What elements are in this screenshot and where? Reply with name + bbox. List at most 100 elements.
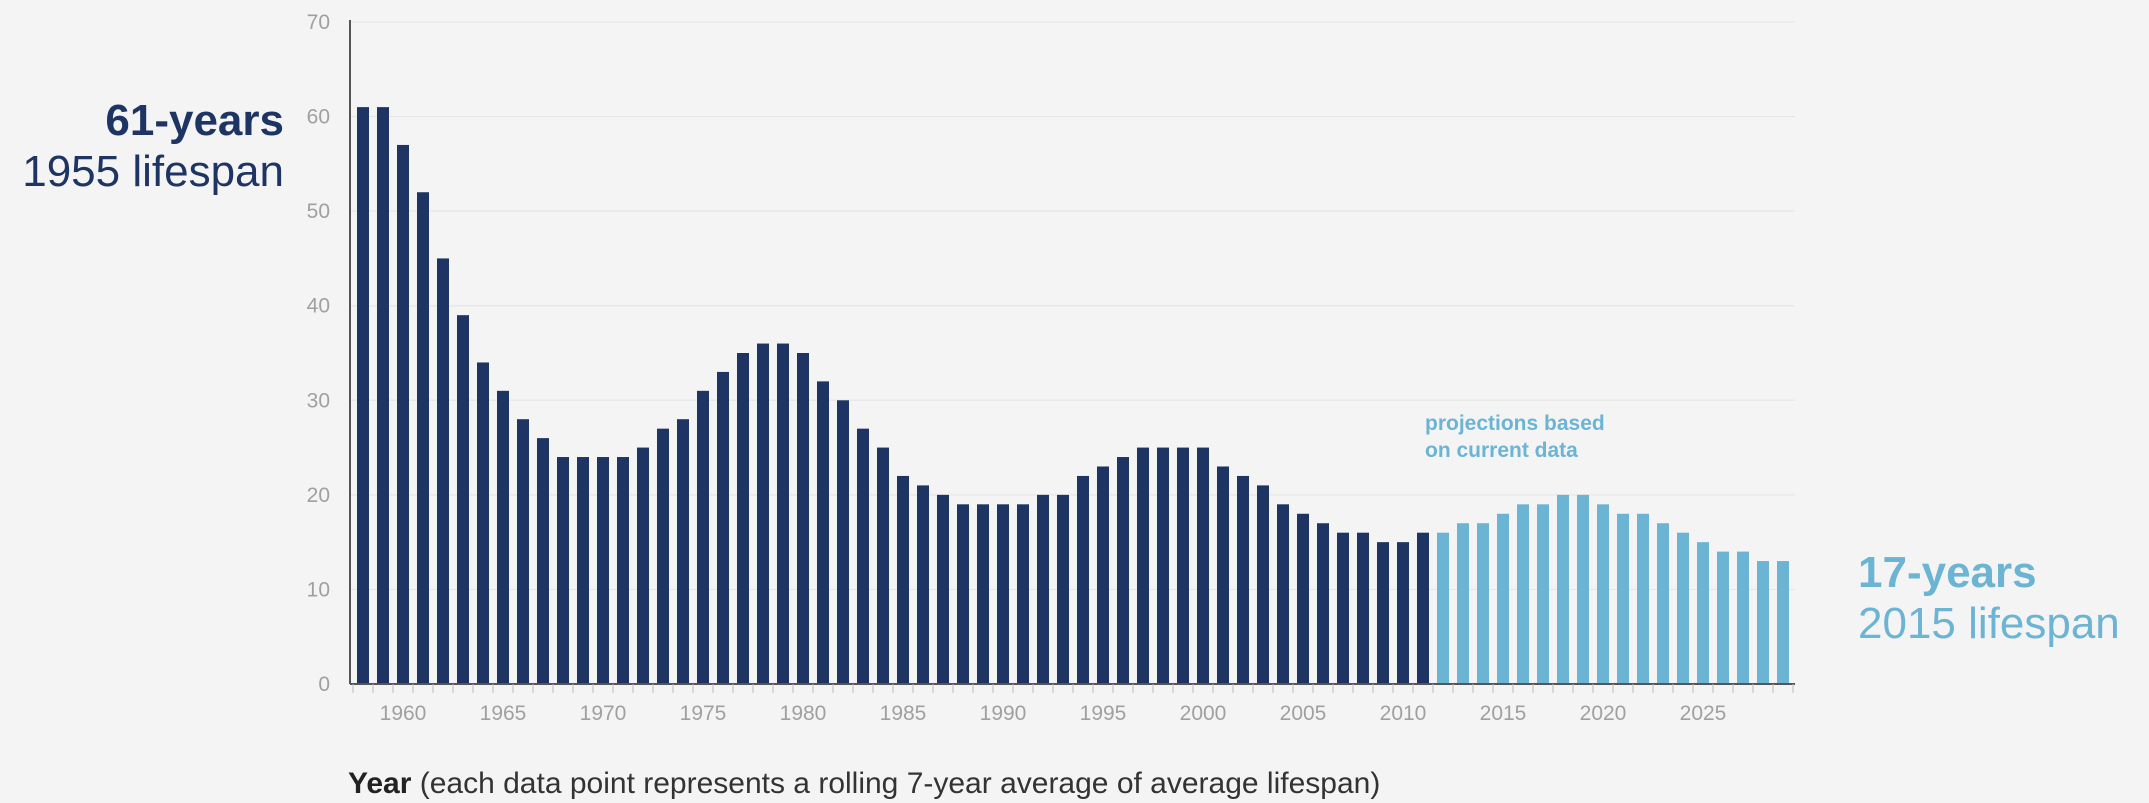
x-axis-label-description: (each data point represents a rolling 7-…: [411, 767, 1381, 800]
bar-1977: [737, 353, 749, 684]
bar-2002: [1237, 475, 1249, 684]
bar-2003: [1257, 485, 1269, 684]
bar-1959: [377, 107, 389, 685]
bar-1998: [1157, 447, 1169, 684]
bar-1997: [1137, 447, 1149, 684]
bar-1993: [1057, 494, 1069, 684]
bar-1965: [497, 390, 509, 684]
y-tick-label-40: 40: [307, 295, 330, 318]
projection-bar-2019: [1577, 494, 1589, 684]
projection-bar-2029: [1777, 561, 1789, 684]
bar-2006: [1317, 523, 1329, 684]
bar-1999: [1177, 447, 1189, 684]
gridlines: [350, 21, 1795, 591]
x-tick-label-2005: 2005: [1280, 702, 1327, 725]
x-tick-label-1970: 1970: [580, 702, 627, 725]
bar-1962: [437, 258, 449, 684]
x-tick-label-1990: 1990: [980, 702, 1027, 725]
bar-2000: [1197, 447, 1209, 684]
projection-bar-2026: [1717, 551, 1729, 684]
bar-2005: [1297, 513, 1309, 684]
x-tick-label-2010: 2010: [1380, 702, 1427, 725]
projection-bar-2024: [1677, 532, 1689, 684]
x-tick-label-1960: 1960: [380, 702, 427, 725]
bar-1966: [517, 419, 529, 684]
projection-bar-2027: [1737, 551, 1749, 684]
bar-1994: [1077, 475, 1089, 684]
projection-bar-2021: [1617, 513, 1629, 684]
projection-annotation-line2: on current data: [1425, 439, 1578, 463]
bar-2001: [1217, 466, 1229, 684]
bar-1967: [537, 438, 549, 684]
bar-1996: [1117, 457, 1129, 684]
bar-1976: [717, 371, 729, 684]
callout-1955-value: 61-years: [105, 96, 284, 145]
bar-1991: [1017, 504, 1029, 684]
y-tick-label-0: 0: [318, 673, 330, 696]
projection-bar-2025: [1697, 542, 1709, 684]
projection-bar-2012: [1437, 532, 1449, 684]
y-tick-label-50: 50: [307, 200, 330, 223]
bar-1989: [977, 504, 989, 684]
x-tick-label-2000: 2000: [1180, 702, 1227, 725]
projection-bar-2022: [1637, 513, 1649, 684]
x-tick-label-1980: 1980: [780, 702, 827, 725]
bars: [357, 107, 1789, 685]
bar-1983: [857, 428, 869, 684]
bar-2009: [1377, 542, 1389, 684]
bar-1990: [997, 504, 1009, 684]
bar-1973: [657, 428, 669, 684]
bar-1971: [617, 457, 629, 684]
x-axis-label-bold: Year: [348, 767, 412, 800]
bar-1985: [897, 475, 909, 684]
bar-1980: [797, 353, 809, 684]
bar-1960: [397, 144, 409, 684]
x-tick-label-2020: 2020: [1580, 702, 1627, 725]
bar-1987: [937, 494, 949, 684]
bar-1995: [1097, 466, 1109, 684]
bar-1986: [917, 485, 929, 684]
x-tick-label-2025: 2025: [1680, 702, 1727, 725]
axes: 0 10 20 30 40 50 60 70 1960 1965 1970 1975 1980 1985 1…: [307, 11, 1795, 725]
callout-1955-lifespan: 61-years 1955 lifespan: [22, 96, 284, 197]
y-tick-label-30: 30: [307, 389, 330, 412]
bar-2008: [1357, 532, 1369, 684]
x-tick-label-1965: 1965: [480, 702, 527, 725]
bar-1979: [777, 343, 789, 684]
callout-2015-label: 2015 lifespan: [1858, 598, 2120, 648]
bar-1984: [877, 447, 889, 684]
bar-2011: [1417, 532, 1429, 684]
bar-1974: [677, 419, 689, 684]
projection-bar-2017: [1537, 504, 1549, 684]
y-tick-label-70: 70: [307, 11, 330, 34]
projection-bar-2015: [1497, 513, 1509, 684]
bar-1968: [557, 457, 569, 684]
projection-annotation-line1: projections based: [1425, 412, 1605, 435]
bar-1972: [637, 447, 649, 684]
bar-1969: [577, 457, 589, 684]
bar-1982: [837, 400, 849, 684]
bar-1978: [757, 343, 769, 684]
y-tick-label-10: 10: [307, 578, 330, 601]
projection-bar-2023: [1657, 523, 1669, 684]
projection-bar-2028: [1757, 561, 1769, 684]
projection-bar-2018: [1557, 494, 1569, 684]
projection-bar-2016: [1517, 504, 1529, 684]
bar-1963: [457, 315, 469, 684]
projection-annotation: projections based on current data: [1425, 410, 1685, 465]
bar-1970: [597, 457, 609, 684]
y-tick-label-20: 20: [307, 484, 330, 507]
callout-1955-label: 1955 lifespan: [22, 146, 284, 196]
bar-1988: [957, 504, 969, 684]
x-tick-label-1985: 1985: [880, 702, 927, 725]
callout-2015-value: 17-years: [1858, 548, 2037, 597]
bar-1961: [417, 192, 429, 684]
bar-1992: [1037, 494, 1049, 684]
bar-1964: [477, 362, 489, 684]
x-tick-label-1995: 1995: [1080, 702, 1127, 725]
bar-1981: [817, 381, 829, 684]
bar-2004: [1277, 504, 1289, 684]
projection-bar-2014: [1477, 523, 1489, 684]
y-tick-label-60: 60: [307, 106, 330, 129]
